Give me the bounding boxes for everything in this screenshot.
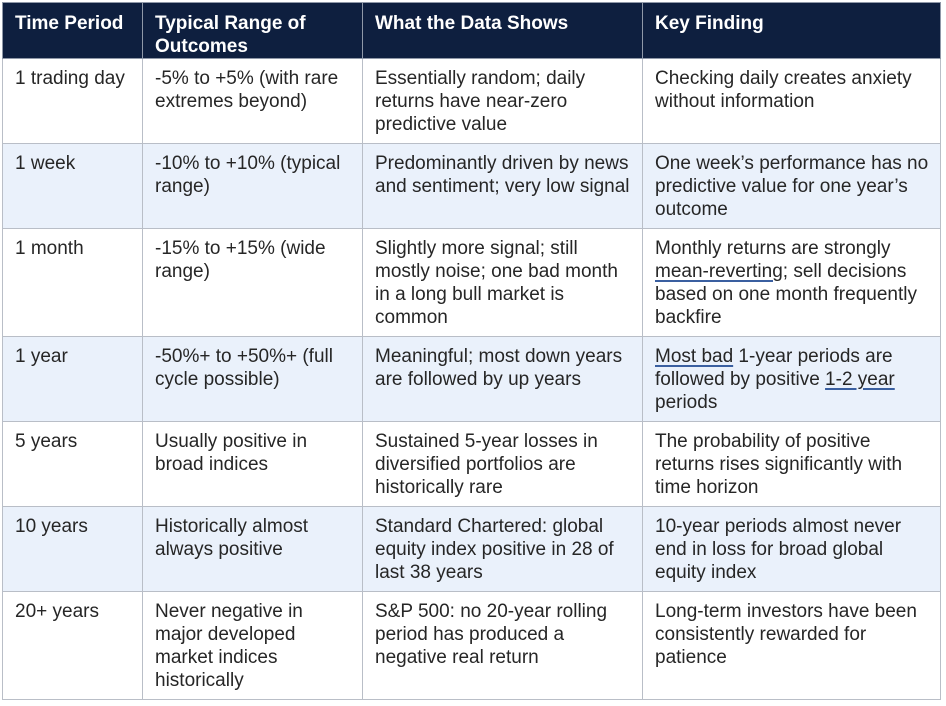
header-key-finding: Key Finding [642, 2, 941, 59]
cell-range: -5% to +5% (with rare extremes beyond) [142, 58, 363, 144]
table-body: 1 trading day -5% to +5% (with rare extr… [2, 58, 941, 700]
cell-period: 20+ years [2, 591, 143, 700]
cell-finding: Most bad 1-year periods are followed by … [642, 336, 941, 422]
cell-period: 1 month [2, 228, 143, 337]
cell-range: -15% to +15% (wide range) [142, 228, 363, 337]
cell-data: Slightly more signal; still mostly noise… [362, 228, 643, 337]
table-row: 5 years Usually positive in broad indice… [2, 421, 941, 507]
cell-period: 1 week [2, 143, 143, 229]
cell-finding: 10-year periods almost never end in loss… [642, 506, 941, 592]
finding-underlined-text: mean-reverting [655, 261, 783, 282]
finding-text: periods [655, 392, 718, 413]
cell-range: -10% to +10% (typical range) [142, 143, 363, 229]
cell-period: 10 years [2, 506, 143, 592]
cell-period: 5 years [2, 421, 143, 507]
cell-data: Meaningful; most down years are followed… [362, 336, 643, 422]
table-header: Time Period Typical Range of Outcomes Wh… [2, 2, 941, 59]
cell-range: Never negative in major developed market… [142, 591, 363, 700]
header-what-data-shows: What the Data Shows [362, 2, 643, 59]
table-row: 20+ years Never negative in major develo… [2, 591, 941, 700]
cell-finding: The probability of positive returns rise… [642, 421, 941, 507]
cell-range: -50%+ to +50%+ (full cycle possible) [142, 336, 363, 422]
finding-text: 1-year periods are followed by positive [655, 346, 893, 390]
cell-range: Usually positive in broad indices [142, 421, 363, 507]
cell-data: Standard Chartered: global equity index … [362, 506, 643, 592]
header-time-period: Time Period [2, 2, 143, 59]
cell-finding: Checking daily creates anxiety without i… [642, 58, 941, 144]
finding-text: ; sell decisions based on one month freq… [655, 261, 917, 328]
header-typical-range: Typical Range of Outcomes [142, 2, 363, 59]
table-row: 1 week -10% to +10% (typical range) Pred… [2, 143, 941, 229]
table-row: 10 years Historically almost always posi… [2, 506, 941, 592]
cell-data: Essentially random; daily returns have n… [362, 58, 643, 144]
table-row: 1 trading day -5% to +5% (with rare extr… [2, 58, 941, 144]
cell-data: Sustained 5-year losses in diversified p… [362, 421, 643, 507]
finding-underlined-text: Most bad [655, 346, 734, 367]
cell-finding: Long-term investors have been consistent… [642, 591, 941, 700]
cell-finding: Monthly returns are strongly mean-revert… [642, 228, 941, 337]
finding-text: Monthly returns are strongly [655, 238, 891, 259]
cell-data: Predominantly driven by news and sentime… [362, 143, 643, 229]
finding-underlined-text: 1-2 year [825, 369, 895, 390]
table-row: 1 year -50%+ to +50%+ (full cycle possib… [2, 336, 941, 422]
cell-period: 1 year [2, 336, 143, 422]
header-row: Time Period Typical Range of Outcomes Wh… [2, 2, 941, 59]
cell-period: 1 trading day [2, 58, 143, 144]
cell-finding: One week’s performance has no predictive… [642, 143, 941, 229]
cell-range: Historically almost always positive [142, 506, 363, 592]
table-row: 1 month -15% to +15% (wide range) Slight… [2, 228, 941, 337]
cell-data: S&P 500: no 20-year rolling period has p… [362, 591, 643, 700]
